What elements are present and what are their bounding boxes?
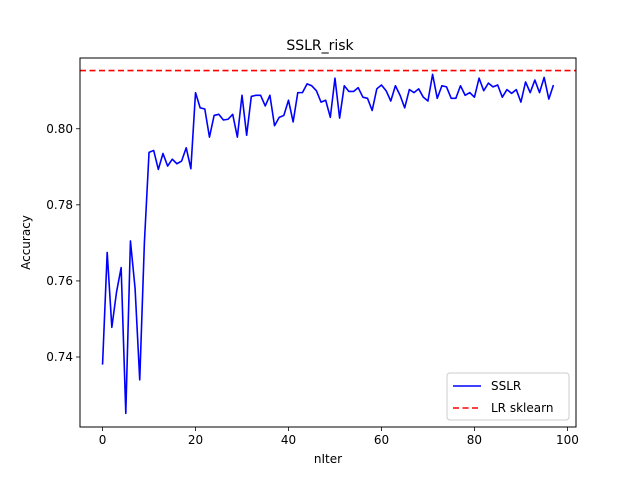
x-tick-label: 80 [467,433,482,447]
plot-area [80,69,576,415]
y-tick-label: 0.74 [46,350,73,364]
y-tick-label: 0.78 [46,198,73,212]
x-tick-label: 20 [188,433,203,447]
y-tick-label: 0.76 [46,274,73,288]
legend-entry: LR sklearn [491,401,553,415]
x-tick-label: 100 [556,433,579,447]
x-tick-label: 40 [281,433,296,447]
x-tick-label: 0 [99,433,107,447]
legend-entry: SSLR [491,379,521,393]
legend: SSLR LR sklearn [446,372,570,421]
series-line-sslr [101,73,555,415]
axis-ticks: 0 20 40 60 80 100 0.74 0.76 0.78 0.80 [46,122,579,447]
chart-title: SSLR_risk [286,38,354,54]
axes-frame [79,57,577,428]
y-axis-label: Accuracy [19,215,33,270]
y-tick-label: 0.80 [46,122,73,136]
x-axis-label: nIter [314,452,342,466]
x-tick-label: 60 [374,433,389,447]
